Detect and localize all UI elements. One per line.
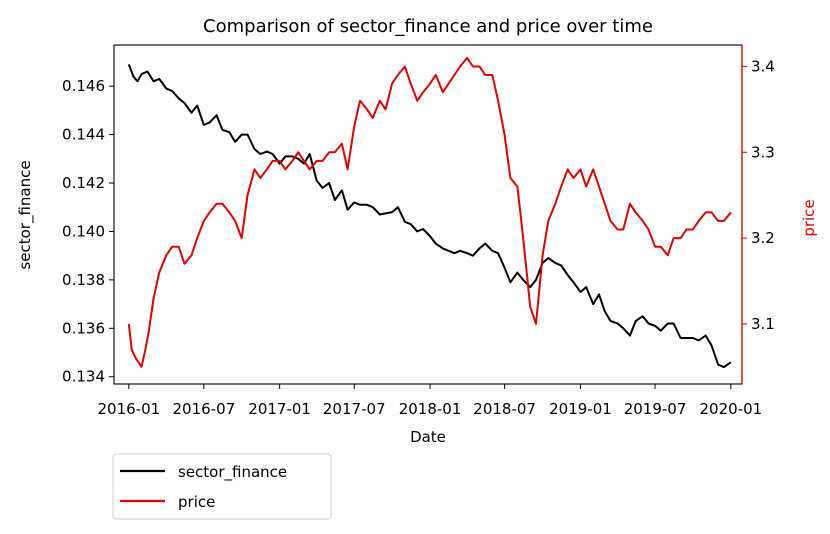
y2-axis-label: price	[800, 199, 818, 236]
x-tick-label: 2018-01	[399, 400, 462, 418]
y2-tick-label: 3.3	[751, 143, 775, 161]
legend-label-sector-finance: sector_finance	[178, 463, 287, 482]
y-tick-label: 0.134	[62, 368, 105, 386]
y2-tick-label: 3.2	[751, 229, 775, 247]
chart-title: Comparison of sector_finance and price o…	[203, 16, 653, 37]
y-tick-label: 0.136	[62, 319, 105, 337]
plot-lines	[127, 56, 732, 369]
legend: sector_finance price	[112, 453, 332, 520]
x-tick-label: 2020-01	[700, 400, 763, 418]
y-axis-label: sector_finance	[16, 160, 35, 269]
y-axis-right: 3.1 3.2 3.3 3.4	[742, 57, 775, 333]
series-line-price	[127, 56, 732, 368]
y-tick-label: 0.138	[62, 271, 105, 289]
series-line-sector-finance	[127, 64, 732, 369]
x-tick-label: 2019-07	[624, 400, 687, 418]
legend-label-price: price	[178, 493, 215, 511]
y-axis-left: 0.134 0.136 0.138 0.140 0.142 0.144 0.146	[62, 77, 114, 386]
y2-tick-label: 3.4	[751, 57, 775, 75]
legend-box	[112, 453, 332, 520]
y-tick-label: 0.142	[62, 174, 105, 192]
y-tick-label: 0.144	[62, 126, 105, 144]
y2-tick-label: 3.1	[751, 315, 775, 333]
y-tick-label: 0.146	[62, 77, 105, 95]
x-axis: 2016-01 2016-07 2017-01 2017-07 2018-01 2018-…	[97, 384, 762, 418]
y-tick-label: 0.140	[62, 222, 105, 240]
x-tick-label: 2017-07	[323, 400, 386, 418]
x-tick-label: 2017-01	[248, 400, 311, 418]
x-axis-label: Date	[410, 428, 446, 446]
x-tick-label: 2016-01	[97, 400, 160, 418]
x-tick-label: 2019-01	[549, 400, 612, 418]
x-tick-label: 2018-07	[473, 400, 536, 418]
x-tick-label: 2016-07	[172, 400, 235, 418]
